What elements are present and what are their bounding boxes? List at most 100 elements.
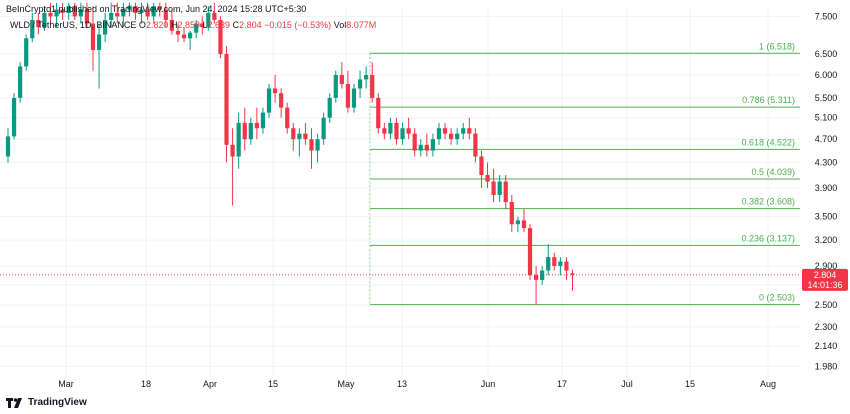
candle [309,128,314,169]
vol-value: 8.077M [346,20,377,30]
candle [333,70,338,103]
candle [169,9,174,35]
candle-body [157,6,162,10]
candle [533,266,539,305]
publish-info: BeInCrypto1 published on TradingView.com… [6,4,307,14]
candle [394,117,399,145]
open-value: 2.820 [145,20,169,30]
candle [297,128,302,157]
candle [357,70,363,98]
candle [400,122,405,145]
candle-body [497,181,502,196]
grid-lines [0,6,800,378]
fib-level-label: 0.786 (5.311) [742,95,795,105]
tradingview-brand[interactable]: TradingView [6,397,87,408]
candle-body [473,133,478,157]
candle [103,12,108,43]
candle-body [248,122,253,140]
vol-label: Vol [333,20,347,30]
candle-body [145,9,150,17]
candle [60,2,65,20]
candle-body [339,75,344,84]
candle-body [564,261,569,271]
candle-body [127,6,132,10]
time-tick-label: May [337,379,355,389]
candle [497,175,502,203]
candle [436,122,442,145]
candle [467,117,472,140]
candle-body [485,175,490,182]
candle-body [406,128,411,134]
close-label: C [232,20,240,30]
candle-body [218,19,223,55]
candle [376,93,381,134]
candle-body [188,32,193,39]
candle [224,46,229,163]
candle [266,83,272,118]
time-tick-label: 15 [268,379,278,389]
time-tick-label: Apr [203,379,217,389]
candle [24,34,29,71]
candle-body [151,6,156,17]
candle [285,102,290,134]
symbol-label: WLD / TetherUS, 1D, BINANCE [10,20,137,30]
price-tick-label: 3.200 [815,235,838,245]
time-tick-label: Aug [760,379,776,389]
candle-body [461,128,466,134]
candle-body [200,23,205,28]
time-tick-label: 15 [685,379,695,389]
candle-body [224,54,229,145]
candle-body [60,9,65,13]
price-axis[interactable]: 1.9802.1402.3002.5002.7002.9003.2003.500… [815,11,838,371]
candle-body [5,136,11,157]
candle [115,2,120,24]
candle [540,266,545,285]
candle [279,88,284,118]
high-value: 2.859 [177,20,200,30]
candle-body [309,139,314,151]
time-tick-label: 17 [557,379,567,389]
candle [382,122,387,140]
last-price-value: 2.804 [814,270,837,280]
candle-body [357,79,363,89]
price-tick-label: 2.140 [815,341,838,351]
candle-body [254,122,259,129]
fib-level-label: 0 (2.503) [759,293,795,303]
candle [546,244,551,276]
price-tick-label: 7.500 [815,11,838,21]
candle-body [327,97,332,118]
candle [145,2,150,20]
candle [151,2,156,24]
candle [260,107,266,134]
candle-body [84,9,90,24]
candle-body [272,88,278,94]
candle-body [181,34,187,39]
candle [212,2,217,24]
candle [527,224,533,280]
candle-body [442,128,448,134]
candle-body [430,139,435,151]
candle-body [11,97,17,137]
candle-body [503,181,508,203]
candle [461,122,466,140]
last-price-badge [802,268,848,291]
candle-body [424,144,429,151]
fibonacci-retracement[interactable]: 1 (6.518) 0.786 (5.311) 0.618 (4.522) 0.5 (… [369,41,800,306]
candle-body [212,12,217,20]
candle [254,107,259,140]
candle [558,257,563,276]
candle-body [509,202,514,225]
price-tick-label: 1.980 [815,361,838,371]
time-axis[interactable]: Mar 18 Apr 15 May 13 Jun 17 Jul 15 Aug [58,379,776,389]
ohlc-legend: WLD / TetherUS, 1D, BINANCE O2.820 H2.85… [10,20,376,30]
candle [570,269,575,291]
candle [485,162,490,189]
candle [96,23,102,89]
candle [242,107,247,151]
candle-body [449,133,454,140]
open-label: O [138,20,146,30]
candle [449,128,454,145]
candle [218,16,223,59]
time-tick-label: Jun [481,379,496,389]
